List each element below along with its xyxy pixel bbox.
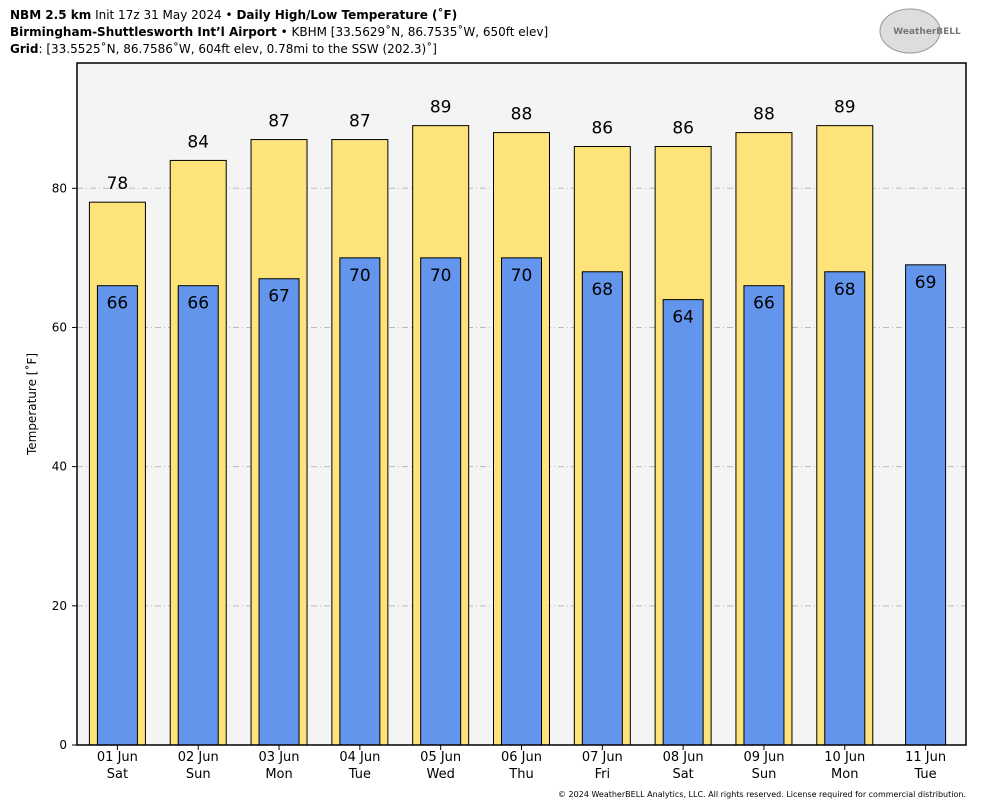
x-tick-label: 07 Jun xyxy=(582,750,623,765)
title-line-1: NBM 2.5 km Init 17z 31 May 2024 • Daily … xyxy=(10,7,457,22)
grid-label: Grid xyxy=(10,42,38,56)
y-tick-label: 0 xyxy=(59,738,67,752)
y-tick-label: 60 xyxy=(52,320,67,334)
title-line-2: Birmingham-Shuttlesworth Int’l Airport •… xyxy=(10,24,548,39)
x-tick-label: 10 Jun xyxy=(824,750,865,765)
station-info: KBHM [33.5629˚N, 86.7535˚W, 650ft elev] xyxy=(292,24,549,39)
product: Daily High/Low Temperature (˚F) xyxy=(236,7,457,22)
high-label: 87 xyxy=(349,112,371,132)
low-label: 70 xyxy=(349,266,371,286)
low-label: 66 xyxy=(187,294,209,314)
y-tick-label: 80 xyxy=(52,181,67,195)
low-bar xyxy=(177,285,219,746)
y-tick-label: 20 xyxy=(52,599,67,613)
x-tick-weekday: Mon xyxy=(831,767,858,782)
high-label: 89 xyxy=(430,98,452,118)
low-label: 67 xyxy=(268,287,290,307)
high-label: 88 xyxy=(753,105,775,125)
x-tick-label: 01 Jun xyxy=(97,750,138,765)
high-label: 89 xyxy=(834,98,856,118)
low-label: 70 xyxy=(511,266,533,286)
logo-text: WeatherBELL xyxy=(893,27,961,37)
init: Init 17z 31 May 2024 xyxy=(95,8,222,22)
x-tick-label: 03 Jun xyxy=(259,750,300,765)
x-tick-weekday: Tue xyxy=(348,767,371,782)
x-tick-weekday: Fri xyxy=(595,767,611,782)
model: NBM 2.5 km xyxy=(10,8,91,22)
low-label: 70 xyxy=(430,266,452,286)
low-label: 66 xyxy=(753,294,775,314)
low-label: 69 xyxy=(915,273,937,293)
x-tick-label: 02 Jun xyxy=(178,750,219,765)
x-tick-weekday: Sat xyxy=(107,767,128,782)
low-bar xyxy=(905,264,947,746)
x-tick-weekday: Sun xyxy=(752,767,777,782)
x-tick-weekday: Thu xyxy=(508,767,533,782)
low-bar xyxy=(96,285,138,746)
high-label: 84 xyxy=(187,132,209,152)
low-label: 64 xyxy=(672,308,694,328)
low-label: 68 xyxy=(834,280,856,300)
low-bar xyxy=(743,285,785,746)
high-label: 87 xyxy=(268,112,290,132)
y-tick-label: 40 xyxy=(52,460,67,474)
x-tick-weekday: Mon xyxy=(265,767,292,782)
y-axis-label: Temperature [˚F] xyxy=(24,353,39,456)
x-tick-label: 08 Jun xyxy=(663,750,704,765)
station: Birmingham-Shuttlesworth Int’l Airport xyxy=(10,25,277,39)
grid-info: : [33.5525˚N, 86.7586˚W, 604ft elev, 0.7… xyxy=(38,41,436,56)
x-tick-label: 09 Jun xyxy=(743,750,784,765)
x-tick-label: 06 Jun xyxy=(501,750,542,765)
low-bar xyxy=(662,299,704,746)
low-bar xyxy=(258,278,300,746)
x-tick-weekday: Tue xyxy=(913,767,936,782)
low-bar xyxy=(339,257,381,746)
low-bar xyxy=(824,271,866,746)
footer: © 2024 WeatherBELL Analytics, LLC. All r… xyxy=(558,790,966,799)
high-label: 78 xyxy=(107,174,129,194)
high-label: 86 xyxy=(591,119,613,139)
logo: WeatherBELL xyxy=(879,8,961,54)
low-bar xyxy=(501,257,542,746)
low-label: 68 xyxy=(591,280,613,300)
low-bar xyxy=(420,257,462,746)
x-tick-weekday: Sat xyxy=(672,767,693,782)
title-line-3: Grid: [33.5525˚N, 86.7586˚W, 604ft elev,… xyxy=(10,41,437,56)
high-label: 86 xyxy=(672,119,694,139)
x-tick-weekday: Wed xyxy=(427,767,455,782)
x-tick-label: 11 Jun xyxy=(905,750,946,765)
low-bar xyxy=(581,271,623,746)
x-tick-weekday: Sun xyxy=(186,767,211,782)
x-tick-label: 04 Jun xyxy=(339,750,380,765)
low-label: 66 xyxy=(107,294,129,314)
x-tick-label: 05 Jun xyxy=(420,750,461,765)
separator: • xyxy=(281,25,288,39)
high-label: 88 xyxy=(511,105,533,125)
separator: • xyxy=(226,8,233,22)
